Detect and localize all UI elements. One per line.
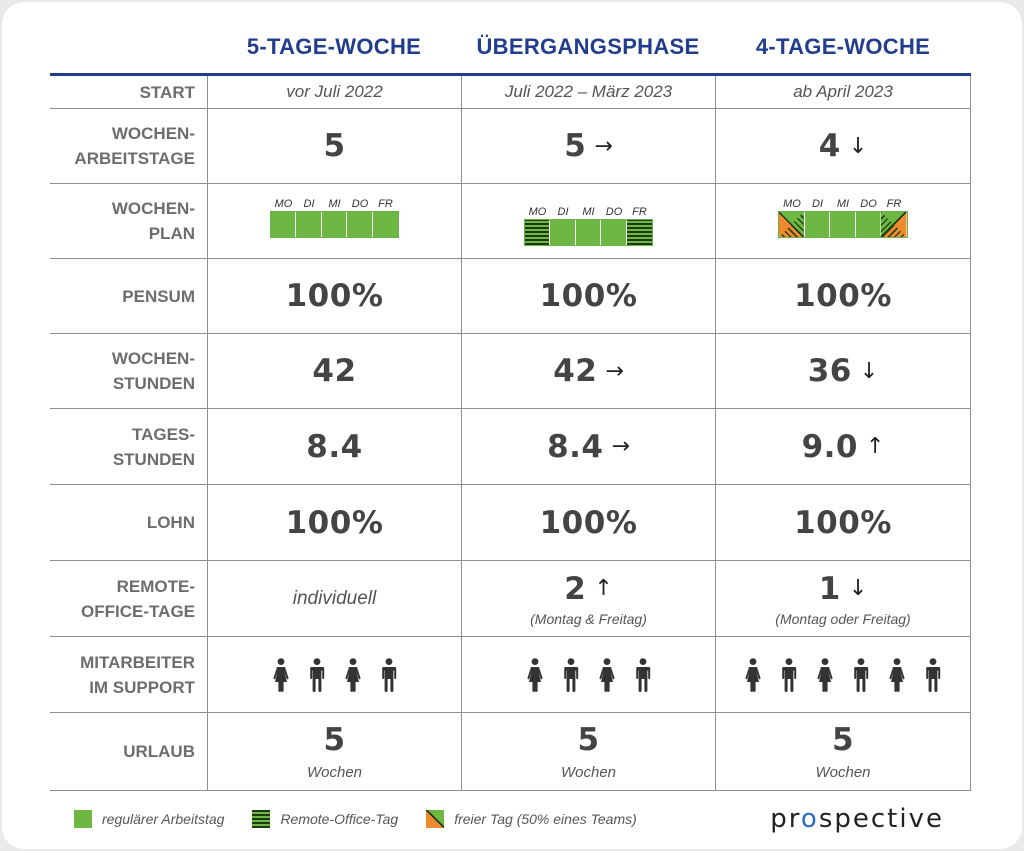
row-label: START <box>139 82 195 102</box>
male-person-icon <box>308 657 326 692</box>
cell-pensum-c2: 100% <box>461 259 715 333</box>
people-group <box>526 657 652 692</box>
cell-plan-c1: MO DI MI DO FR <box>207 184 461 258</box>
cell-tagesstunden-c2: 8.4 → <box>461 409 715 484</box>
row-support: MITARBEITER IM SUPPORT <box>50 637 971 713</box>
male-person-icon <box>780 657 798 692</box>
row-label: TAGES- STUNDEN <box>112 424 195 469</box>
female-person-icon <box>744 657 762 692</box>
cell-lohn-c1: 100% <box>207 485 461 560</box>
regular-day <box>347 212 373 237</box>
male-person-icon <box>380 657 398 692</box>
row-label: WOCHEN- ARBEITSTAGE <box>74 124 195 168</box>
cell-remote-c1: individuell <box>207 561 461 636</box>
row-plan: WOCHEN- PLAN MO DI MI DO FR MO DI MI DO FR <box>50 184 971 259</box>
week-plan-transition <box>523 219 654 246</box>
legend: regulärer Arbeitstag Remote-Office-Tag f… <box>74 810 665 828</box>
free-day-swatch-icon <box>426 810 445 828</box>
row-label: URLAUB <box>123 742 195 761</box>
female-person-icon <box>888 657 906 692</box>
female-person-icon <box>526 657 544 692</box>
regular-day <box>270 212 297 237</box>
cell-plan-c3: MO DI MI DO FR <box>715 184 971 258</box>
row-stunden: WOCHEN- STUNDEN 42 42 → 36 ↓ <box>50 334 971 409</box>
cell-stunden-c3: 36 ↓ <box>715 334 971 408</box>
regular-day <box>550 220 576 245</box>
row-label: LOHN <box>146 513 195 532</box>
cell-tagesstunden-c3: 9.0 ↑ <box>715 409 971 484</box>
row-label: MITARBEITER IM SUPPORT <box>80 652 195 697</box>
cell-pensum-c1: 100% <box>207 259 461 333</box>
cell-support-c1 <box>207 637 461 712</box>
week-plan-5-day <box>269 211 400 238</box>
row-label: WOCHEN- STUNDEN <box>111 349 195 393</box>
cell-urlaub-c3: 5 Wochen <box>715 713 971 790</box>
people-group <box>272 657 398 692</box>
regular-day <box>855 212 882 237</box>
regular-day <box>601 220 627 245</box>
cell-remote-c3: 1 ↓ (Montag oder Freitag) <box>715 561 971 636</box>
cell-start-c3: ab April 2023 <box>715 76 971 108</box>
cell-lohn-c2: 100% <box>461 485 715 560</box>
row-arbeitstage: WOCHEN- ARBEITSTAGE 5 5 → 4 ↓ <box>50 109 971 184</box>
cell-remote-c2: 2 ↑ (Montag & Freitag) <box>461 561 715 636</box>
cell-arbeitstage-c3: 4 ↓ <box>715 109 971 183</box>
row-pensum: PENSUM 100% 100% 100% <box>50 259 971 334</box>
regular-day <box>372 212 399 237</box>
prospective-logo: prospective <box>770 804 944 834</box>
regular-day <box>575 220 602 245</box>
row-start: START vor Juli 2022 Juli 2022 – März 202… <box>50 76 971 109</box>
cell-support-c3 <box>715 637 971 712</box>
cell-pensum-c3: 100% <box>715 259 971 333</box>
row-remote: REMOTE- OFFICE-TAGE individuell 2 ↑ (Monta… <box>50 561 971 637</box>
cell-stunden-c1: 42 <box>207 334 461 408</box>
free-day <box>881 212 907 237</box>
regular-day <box>830 212 856 237</box>
cell-stunden-c2: 42 → <box>461 334 715 408</box>
male-person-icon <box>924 657 942 692</box>
column-header-5-tage-woche: 5-TAGE-WOCHE <box>246 34 422 59</box>
column-header-4-tage-woche: 4-TAGE-WOCHE <box>755 34 931 59</box>
header-divider <box>50 73 971 76</box>
cell-plan-c2: MO DI MI DO FR <box>461 184 715 258</box>
cell-lohn-c3: 100% <box>715 485 971 560</box>
row-label: REMOTE- OFFICE-TAGE <box>81 576 195 621</box>
cell-arbeitstage-c1: 5 <box>207 109 461 183</box>
row-label: PENSUM <box>122 286 195 306</box>
week-plan-4-day <box>778 211 908 238</box>
cell-support-c2 <box>461 637 715 712</box>
female-person-icon <box>816 657 834 692</box>
remote-day-swatch-icon <box>252 810 271 828</box>
female-person-icon <box>344 657 362 692</box>
row-tagesstunden: TAGES- STUNDEN 8.4 8.4 → 9.0 ↑ <box>50 409 971 485</box>
cell-start-c2: Juli 2022 – März 2023 <box>461 76 715 108</box>
regular-day-swatch-icon <box>74 810 92 828</box>
row-urlaub: URLAUB 5 Wochen 5 Wochen 5 Wochen <box>50 713 971 791</box>
legend-free: freier Tag (50% eines Teams) <box>426 810 637 828</box>
female-person-icon <box>272 657 290 692</box>
legend-regular: regulärer Arbeitstag <box>74 810 224 828</box>
cell-urlaub-c1: 5 Wochen <box>207 713 461 790</box>
cell-tagesstunden-c1: 8.4 <box>207 409 461 484</box>
legend-remote: Remote-Office-Tag <box>252 810 398 828</box>
row-lohn: LOHN 100% 100% 100% <box>50 485 971 561</box>
regular-day <box>804 212 831 237</box>
cell-start-c1: vor Juli 2022 <box>207 76 461 108</box>
female-person-icon <box>598 657 616 692</box>
column-header-uebergangsphase: ÜBERGANGSPHASE <box>476 34 700 59</box>
cell-urlaub-c2: 5 Wochen <box>461 713 715 790</box>
male-person-icon <box>634 657 652 692</box>
regular-day <box>296 212 322 237</box>
people-group <box>744 657 942 692</box>
remote-day <box>626 220 653 245</box>
remote-day <box>524 220 551 245</box>
cell-arbeitstage-c2: 5 → <box>461 109 715 183</box>
free-day <box>779 212 805 237</box>
male-person-icon <box>852 657 870 692</box>
regular-day <box>321 212 348 237</box>
row-label: WOCHEN- PLAN <box>111 199 195 243</box>
male-person-icon <box>562 657 580 692</box>
